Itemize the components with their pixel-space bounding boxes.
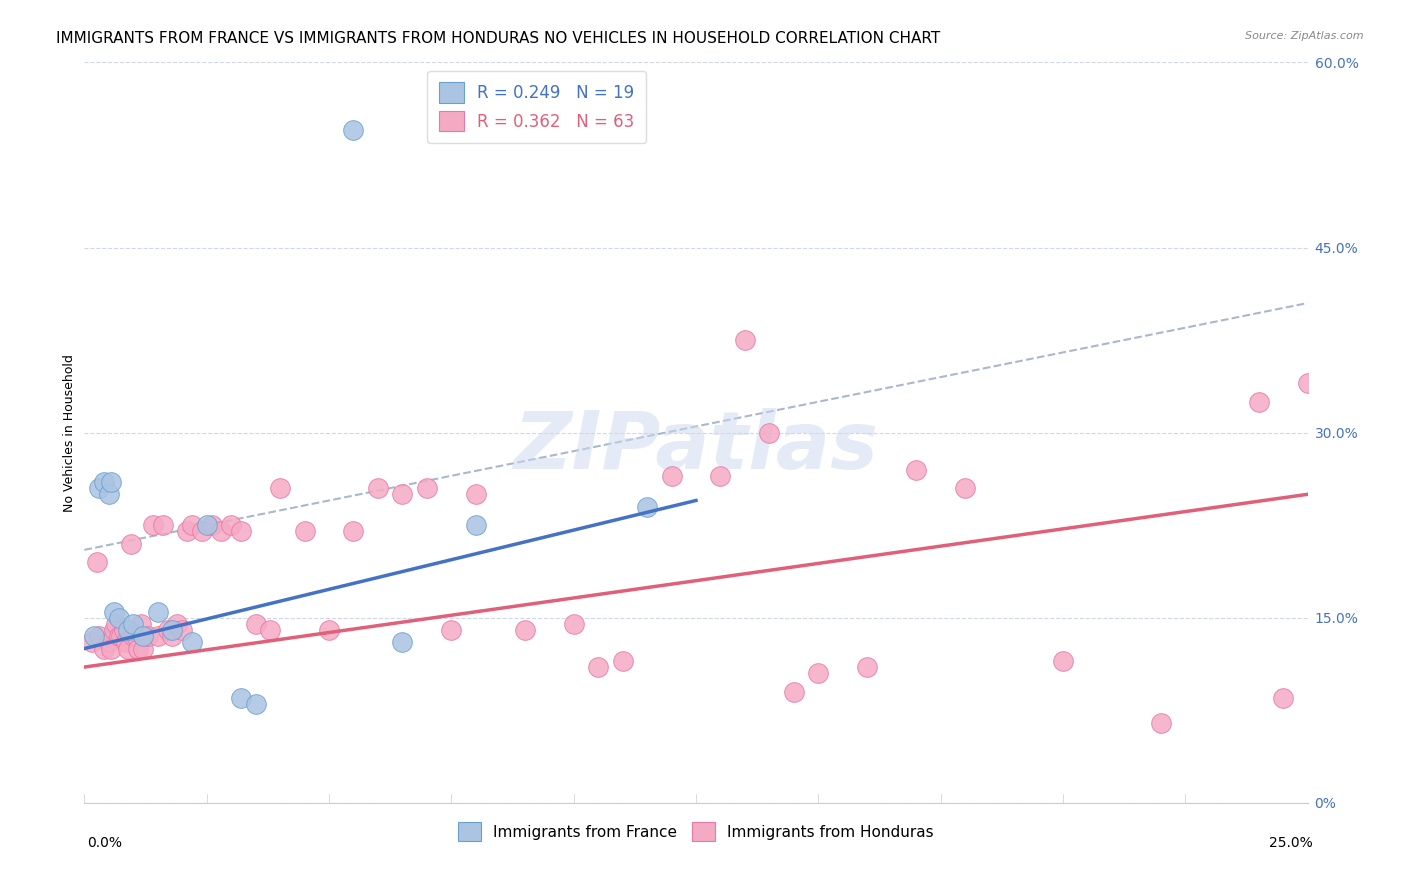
Y-axis label: No Vehicles in Household: No Vehicles in Household bbox=[63, 354, 76, 511]
Point bbox=[107, 610, 129, 624]
Point bbox=[97, 487, 120, 501]
Point bbox=[181, 518, 204, 533]
Text: IMMIGRANTS FROM FRANCE VS IMMIGRANTS FROM HONDURAS NO VEHICLES IN HOUSEHOLD CORR: IMMIGRANTS FROM FRANCE VS IMMIGRANTS FRO… bbox=[56, 31, 941, 46]
Point bbox=[513, 623, 536, 637]
Point bbox=[132, 629, 155, 643]
Point bbox=[162, 623, 184, 637]
Point bbox=[612, 654, 634, 668]
Point bbox=[245, 697, 267, 711]
Point bbox=[229, 690, 252, 705]
Point bbox=[86, 555, 108, 569]
Point bbox=[783, 685, 806, 699]
Point bbox=[127, 641, 149, 656]
Point bbox=[191, 524, 214, 539]
Point bbox=[117, 641, 139, 656]
Point bbox=[440, 623, 463, 637]
Point bbox=[661, 468, 683, 483]
Point bbox=[758, 425, 780, 440]
Point bbox=[97, 635, 120, 649]
Point bbox=[905, 462, 928, 476]
Point bbox=[176, 524, 198, 539]
Point bbox=[105, 616, 128, 631]
Point bbox=[1150, 715, 1173, 730]
Point bbox=[125, 629, 148, 643]
Point bbox=[200, 518, 222, 533]
Point bbox=[807, 666, 830, 681]
Point bbox=[156, 623, 179, 637]
Point bbox=[146, 629, 169, 643]
Point bbox=[162, 629, 184, 643]
Point bbox=[636, 500, 658, 514]
Point bbox=[93, 641, 115, 656]
Point bbox=[391, 635, 413, 649]
Point bbox=[245, 616, 267, 631]
Point bbox=[142, 518, 165, 533]
Point bbox=[80, 635, 103, 649]
Point bbox=[1272, 690, 1295, 705]
Point bbox=[122, 616, 145, 631]
Point bbox=[172, 623, 194, 637]
Point bbox=[117, 623, 139, 637]
Point bbox=[709, 468, 731, 483]
Text: ZIPatlas: ZIPatlas bbox=[513, 409, 879, 486]
Legend: Immigrants from France, Immigrants from Honduras: Immigrants from France, Immigrants from … bbox=[451, 816, 941, 847]
Point bbox=[856, 660, 879, 674]
Point bbox=[953, 481, 976, 495]
Point bbox=[136, 629, 159, 643]
Point bbox=[464, 518, 486, 533]
Point bbox=[100, 475, 122, 489]
Point bbox=[115, 635, 138, 649]
Point bbox=[562, 616, 585, 631]
Point bbox=[219, 518, 242, 533]
Point bbox=[367, 481, 389, 495]
Point bbox=[103, 605, 125, 619]
Point bbox=[129, 616, 152, 631]
Point bbox=[103, 623, 125, 637]
Point bbox=[1247, 394, 1270, 409]
Point bbox=[259, 623, 281, 637]
Point bbox=[342, 123, 364, 137]
Point bbox=[294, 524, 316, 539]
Text: Source: ZipAtlas.com: Source: ZipAtlas.com bbox=[1246, 31, 1364, 41]
Point bbox=[181, 635, 204, 649]
Point bbox=[112, 623, 135, 637]
Point bbox=[166, 616, 188, 631]
Point bbox=[464, 487, 486, 501]
Point bbox=[734, 333, 756, 347]
Point bbox=[87, 629, 110, 643]
Point bbox=[209, 524, 232, 539]
Point bbox=[1052, 654, 1074, 668]
Point bbox=[195, 518, 218, 533]
Point bbox=[586, 660, 609, 674]
Point bbox=[269, 481, 291, 495]
Point bbox=[318, 623, 340, 637]
Point bbox=[342, 524, 364, 539]
Point bbox=[132, 641, 155, 656]
Point bbox=[146, 605, 169, 619]
Point bbox=[100, 641, 122, 656]
Point bbox=[120, 536, 142, 550]
Text: 25.0%: 25.0% bbox=[1270, 836, 1313, 850]
Point bbox=[229, 524, 252, 539]
Point bbox=[152, 518, 174, 533]
Point bbox=[83, 629, 105, 643]
Point bbox=[93, 475, 115, 489]
Point bbox=[107, 629, 129, 643]
Point bbox=[87, 481, 110, 495]
Text: 0.0%: 0.0% bbox=[87, 836, 122, 850]
Point bbox=[110, 629, 132, 643]
Point bbox=[1296, 376, 1319, 391]
Point bbox=[416, 481, 439, 495]
Point bbox=[391, 487, 413, 501]
Point bbox=[122, 629, 145, 643]
